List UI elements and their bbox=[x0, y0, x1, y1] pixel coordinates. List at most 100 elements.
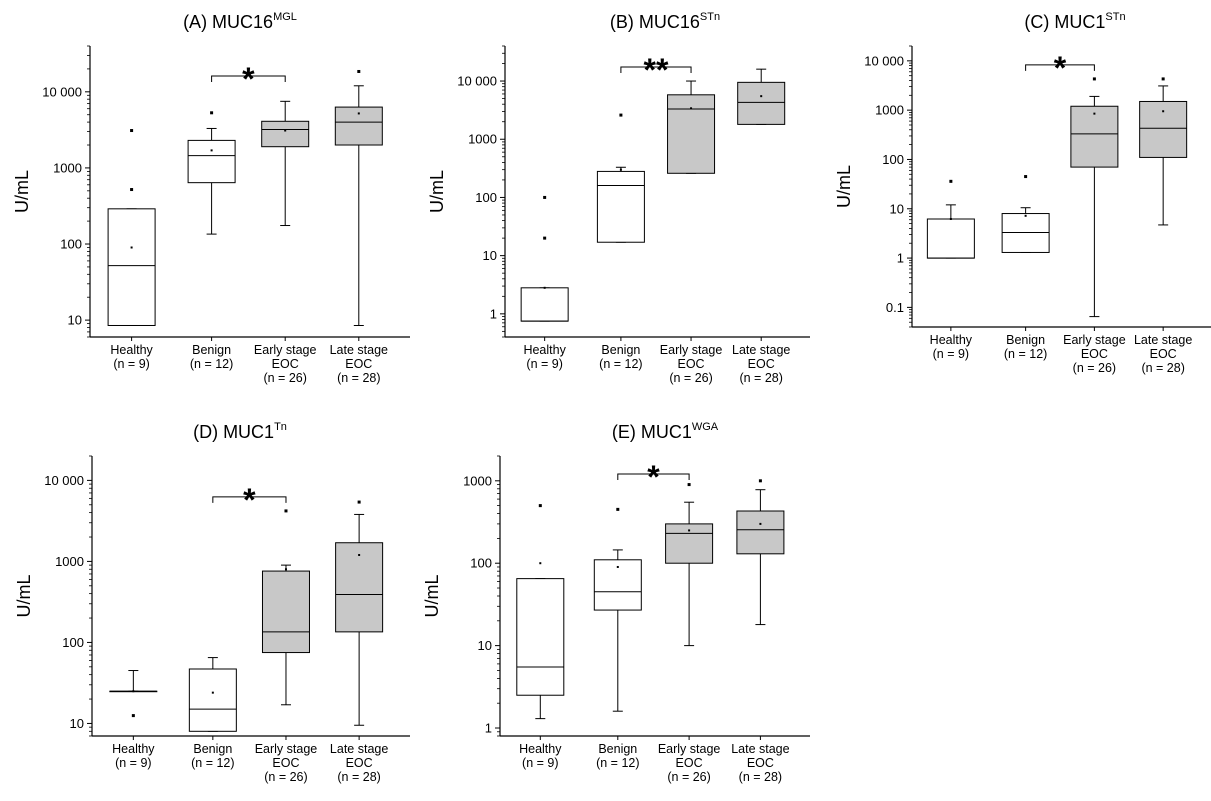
iqr-box bbox=[107, 208, 156, 326]
panel-title-main: (D) MUC1 bbox=[193, 422, 274, 442]
mean-marker bbox=[358, 553, 361, 556]
panel-title: (E) MUC1WGA bbox=[612, 421, 719, 442]
x-tick-label-line: (n = 9) bbox=[522, 756, 558, 770]
box-plot bbox=[187, 111, 236, 235]
outlier-point bbox=[687, 483, 691, 487]
box-plot bbox=[516, 504, 565, 720]
significance-bracket bbox=[211, 75, 286, 82]
outlier-point bbox=[1024, 175, 1028, 179]
outlier-point bbox=[130, 129, 134, 133]
x-tick-label: Early stage EOC (n = 26) bbox=[658, 742, 721, 784]
mean-marker bbox=[284, 129, 287, 132]
iqr-box bbox=[187, 139, 236, 184]
panel-title-main: (B) MUC16 bbox=[610, 12, 700, 32]
y-tick-label: 100 bbox=[62, 635, 84, 650]
outlier-point bbox=[210, 111, 214, 115]
x-tick-label-line: (n = 28) bbox=[337, 371, 380, 385]
y-tick-label: 100 bbox=[470, 556, 492, 571]
x-tick-label-line: Late stage bbox=[732, 343, 790, 357]
box-plot bbox=[335, 500, 384, 726]
outlier-point bbox=[130, 188, 134, 192]
x-tick-label-line: Late stage bbox=[731, 742, 789, 756]
y-tick-label: 10 bbox=[70, 716, 84, 731]
y-axis-label: U/mL bbox=[14, 574, 34, 617]
mean-marker bbox=[284, 568, 287, 571]
y-tick-label: 1000 bbox=[463, 473, 492, 488]
y-tick-label: 10 bbox=[478, 638, 492, 653]
y-tick-label: 10 bbox=[68, 313, 82, 328]
x-tick-label-line: (n = 26) bbox=[669, 371, 712, 385]
y-tick-label: 10 000 bbox=[42, 84, 82, 99]
x-tick-label-line: (n = 28) bbox=[739, 770, 782, 784]
x-tick-label-line: (n = 12) bbox=[596, 756, 639, 770]
x-tick-label-line: EOC bbox=[272, 756, 299, 770]
mean-marker bbox=[616, 565, 619, 568]
x-tick-label-line: (n = 12) bbox=[191, 756, 234, 770]
x-tick-label: Healthy (n = 9) bbox=[112, 742, 155, 770]
panel-title-superscript: MGL bbox=[273, 11, 297, 23]
iqr-box bbox=[667, 94, 716, 174]
iqr-box bbox=[261, 120, 310, 148]
box-plot bbox=[109, 670, 158, 718]
panel-title-main: (C) MUC1 bbox=[1024, 12, 1105, 32]
significance-star: * bbox=[1054, 50, 1067, 86]
y-tick-label: 10 000 bbox=[864, 53, 904, 68]
outlier-point bbox=[758, 479, 762, 483]
y-tick-label: 1 bbox=[897, 251, 904, 266]
y-tick-label: 1 bbox=[490, 306, 497, 321]
mean-marker bbox=[1162, 110, 1165, 113]
x-tick-label-line: EOC bbox=[678, 357, 705, 371]
mean-marker bbox=[210, 149, 213, 152]
x-tick-label-line: Late stage bbox=[1134, 333, 1192, 347]
y-tick-label: 10 bbox=[483, 248, 497, 263]
mean-marker bbox=[539, 562, 542, 565]
x-tick-label-line: EOC bbox=[676, 756, 703, 770]
x-tick-label-line: EOC bbox=[1150, 347, 1177, 361]
mean-marker bbox=[1024, 214, 1027, 217]
iqr-box bbox=[1070, 105, 1119, 168]
outlier-point bbox=[949, 179, 953, 183]
box-plot bbox=[188, 657, 237, 732]
panel-title: (C) MUC1STn bbox=[1024, 11, 1125, 32]
outlier-point bbox=[543, 195, 547, 199]
box-plot bbox=[261, 509, 310, 706]
x-tick-label-line: (n = 12) bbox=[599, 357, 642, 371]
x-tick-label-line: (n = 26) bbox=[667, 770, 710, 784]
x-tick-label-line: EOC bbox=[1081, 347, 1108, 361]
x-tick-label: Late stage EOC (n = 28) bbox=[330, 742, 388, 784]
y-tick-label: 10 000 bbox=[457, 74, 497, 89]
box-plot bbox=[1001, 175, 1050, 253]
x-tick-label: Early stage EOC (n = 26) bbox=[1063, 333, 1126, 375]
panel-title-superscript: WGA bbox=[692, 421, 719, 433]
iqr-box bbox=[1139, 100, 1188, 158]
outlier-point bbox=[1161, 77, 1165, 81]
y-tick-label: 0.1 bbox=[886, 300, 904, 315]
box-plot bbox=[736, 479, 785, 626]
box-plot bbox=[1070, 77, 1119, 318]
significance-star: * bbox=[242, 61, 255, 97]
mean-marker bbox=[132, 690, 135, 693]
x-tick-label-line: Early stage bbox=[658, 742, 721, 756]
y-tick-label: 1 bbox=[485, 721, 492, 736]
mean-marker bbox=[211, 691, 214, 694]
panel-title-main: (E) MUC1 bbox=[612, 422, 692, 442]
x-tick-label-line: Early stage bbox=[255, 742, 318, 756]
box-plot bbox=[665, 483, 714, 647]
mean-marker bbox=[130, 246, 133, 249]
iqr-box bbox=[261, 570, 310, 654]
x-tick-label-line: Healthy bbox=[519, 742, 562, 756]
x-tick-label-line: (n = 26) bbox=[263, 371, 306, 385]
x-tick-label: Late stage EOC (n = 28) bbox=[330, 343, 388, 385]
y-tick-label: 10 bbox=[890, 201, 904, 216]
x-tick-label-line: Late stage bbox=[330, 742, 388, 756]
box-plot bbox=[737, 68, 786, 125]
mean-marker bbox=[357, 112, 360, 115]
iqr-box bbox=[596, 170, 645, 243]
x-tick-label-line: (n = 28) bbox=[739, 371, 782, 385]
significance-bracket bbox=[617, 473, 690, 480]
y-axis-label: U/mL bbox=[834, 165, 854, 208]
significance-bracket bbox=[212, 496, 287, 503]
